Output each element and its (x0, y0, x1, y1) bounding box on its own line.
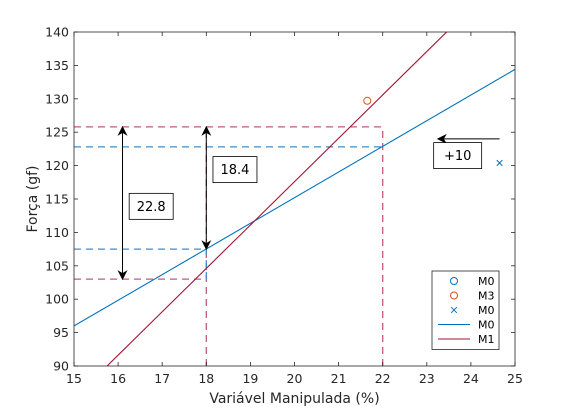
legend-swatch (450, 277, 458, 285)
y-tick-label: 110 (45, 225, 69, 240)
point-cross-m0 (496, 159, 503, 167)
y-tick-label: 115 (45, 192, 69, 207)
y-tick-label: 135 (45, 58, 69, 73)
x-tick-label: 21 (331, 371, 347, 386)
legend-swatch (450, 306, 458, 314)
annotation-label: +10 (444, 149, 471, 164)
annotation-label: 22.8 (137, 200, 166, 215)
x-axis-title: Variável Manipulada (%) (209, 391, 379, 407)
axes: 15 16 17 18 19 20 21 22 23 24 25 90 95 100 105 110 115 12… (45, 25, 523, 387)
y-tick-label: 130 (45, 91, 69, 106)
annotations: 22.8 18.4 +10 (117, 125, 500, 281)
x-tick-label: 22 (375, 371, 391, 386)
x-tick-label: 24 (463, 371, 479, 386)
series-markers (363, 96, 503, 167)
x-tick-label: 15 (66, 371, 82, 386)
legend-label: M0 (478, 319, 495, 332)
plot-area: 22.8 18.4 +10 (73, 31, 516, 367)
annotation-box (433, 142, 483, 169)
legend-label: M3 (478, 290, 495, 303)
point-m3 (363, 96, 372, 105)
y-tick-label: 100 (45, 292, 69, 307)
x-tick-label: 17 (154, 371, 170, 386)
annotation-box (128, 192, 174, 220)
x-tick-label: 20 (287, 371, 303, 386)
annotation-label: 18.4 (220, 163, 249, 178)
x-tick-label: 16 (110, 371, 126, 386)
y-tick-label: 125 (45, 125, 69, 140)
legend-label: M0 (478, 304, 495, 317)
y-tick-label: 95 (53, 325, 69, 340)
y-tick-label: 120 (45, 158, 69, 173)
series-lines (74, 32, 515, 366)
series-line-m1 (106, 32, 448, 366)
y-tick-label: 105 (45, 258, 69, 273)
legend-box (431, 270, 500, 350)
x-tick-label: 23 (419, 371, 435, 386)
x-tick-label: 25 (507, 371, 523, 386)
legend-swatch (450, 291, 458, 300)
x-tick-label: 18 (198, 371, 214, 386)
series-line-m0 (74, 68, 515, 327)
x-tick-label: 19 (242, 371, 258, 386)
y-tick-label: 90 (53, 359, 69, 374)
y-tick-label: 140 (45, 25, 69, 40)
legend-label: M0 (478, 275, 495, 288)
legend-label: M1 (478, 333, 495, 346)
annotation-box (212, 156, 258, 184)
y-axis-title: Força (gf) (25, 165, 41, 232)
